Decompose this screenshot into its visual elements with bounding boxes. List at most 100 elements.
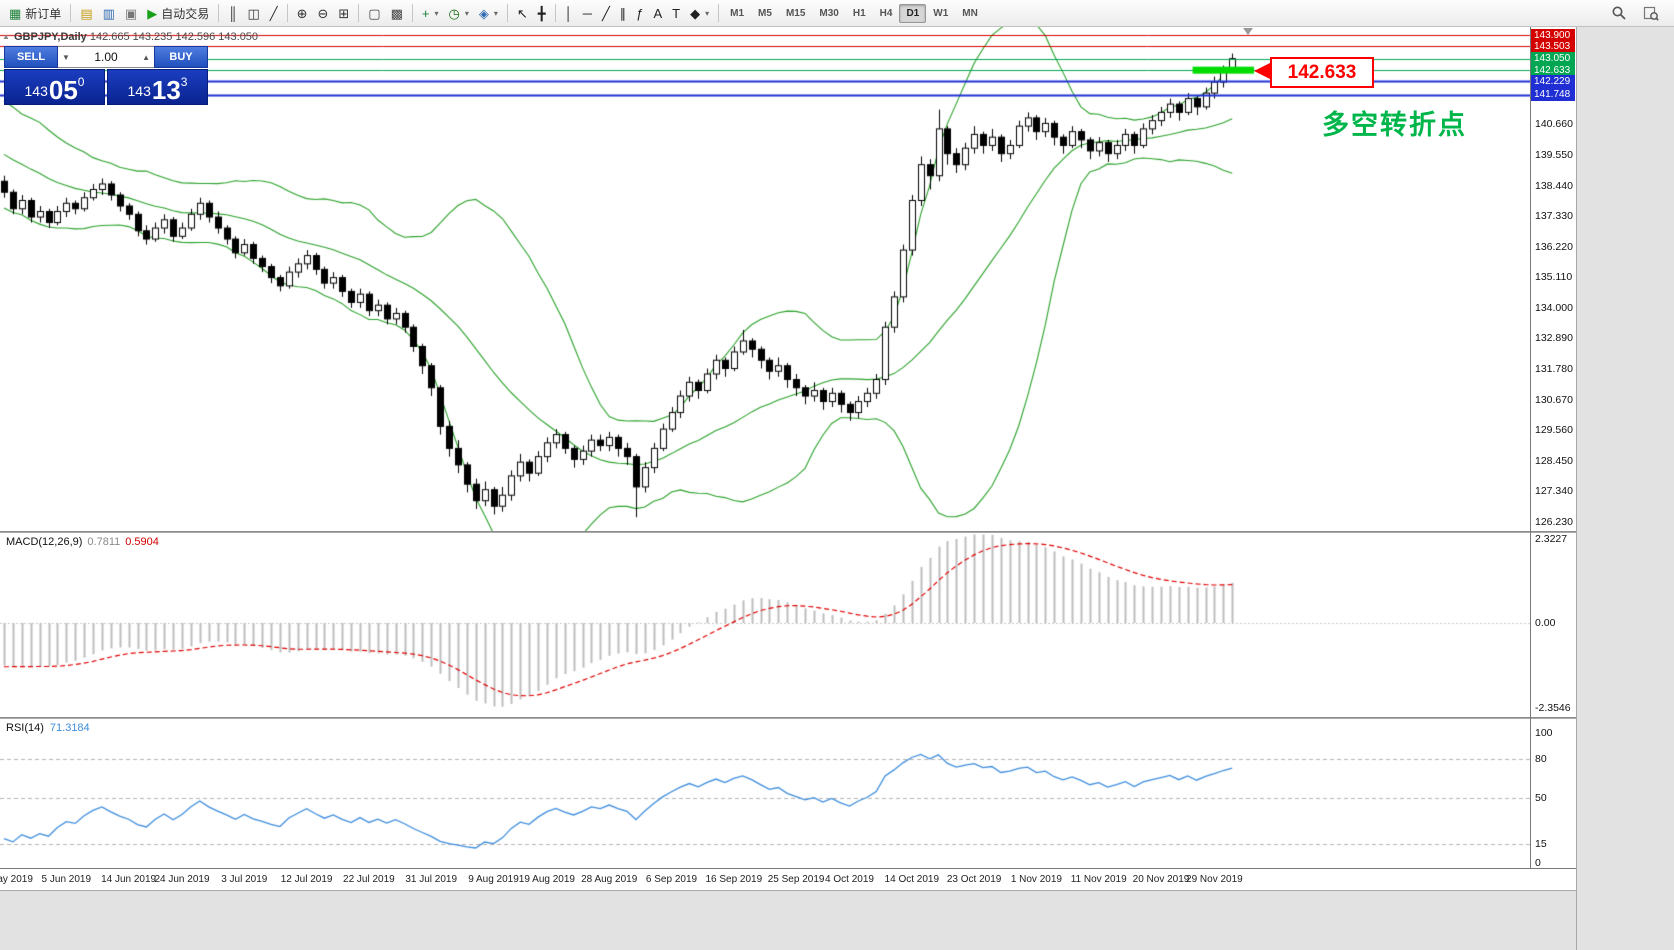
grid-icon-glyph: ⊞	[338, 5, 350, 21]
buy-price-display[interactable]: 143 13 3	[107, 69, 208, 105]
collapse-chart-icon[interactable]: ▲	[2, 32, 10, 41]
chart-shift-marker[interactable]	[1243, 28, 1253, 35]
rsi-label: RSI(14) 71.3184	[6, 722, 90, 734]
new-order-button[interactable]: ▦ 新订单	[4, 1, 66, 25]
ohlc-bars-chart-icon[interactable]: ║	[223, 1, 242, 25]
price-scale-border	[1530, 27, 1531, 868]
zoom-in-icon[interactable]: ⊕	[292, 1, 313, 25]
date-axis-label: 12 Jul 2019	[280, 874, 333, 885]
timeframe-button-d1[interactable]: D1	[899, 3, 927, 23]
trendline-icon-glyph: ╱	[601, 5, 610, 21]
rsi-scale-tick: 50	[1535, 792, 1547, 804]
rsi-value: 71.3184	[49, 722, 90, 734]
toolbar-separator	[554, 4, 556, 22]
text-icon[interactable]: A	[649, 1, 668, 25]
line-chart-icon[interactable]: ╱	[265, 1, 283, 25]
label-icon[interactable]: T	[667, 1, 685, 25]
chart-symbol-label: GBPJPY,Daily	[14, 31, 87, 43]
volume-decrease-icon[interactable]: ▼	[62, 52, 70, 62]
templates-button[interactable]: ◈ ▾	[474, 1, 503, 25]
macd-scale-tick: 2.3227	[1535, 533, 1568, 545]
cascade-windows-icon[interactable]: ▩	[386, 1, 408, 25]
toolbar-separator	[506, 4, 508, 22]
fibonacci-icon[interactable]: ƒ	[631, 1, 648, 25]
date-axis-label: 14 Jun 2019	[101, 874, 157, 885]
indicators-glyph: +	[421, 5, 430, 21]
macd-main-value: 0.7811	[87, 536, 121, 548]
timeframe-button-m30[interactable]: M30	[819, 7, 839, 19]
buy-button[interactable]: BUY	[154, 46, 208, 68]
main-price-chart[interactable]	[0, 27, 1530, 531]
one-click-trading-panel: SELL ▼ 1.00 ▲ BUY 143 05 0 143 13 3	[4, 46, 208, 105]
workspace-empty-area	[1576, 27, 1674, 950]
price-scale-tick: 131.780	[1535, 363, 1573, 376]
trendline-icon[interactable]: ╱	[597, 1, 615, 25]
zoom-in-icon-glyph: ⊕	[296, 5, 308, 21]
symbol-search-icon[interactable]	[1638, 1, 1664, 25]
toolbar-separator	[718, 4, 720, 22]
price-line-label: 143.503	[1531, 39, 1575, 53]
date-axis-label: 5 Jun 2019	[41, 874, 92, 885]
shapes-icon[interactable]: ◆ ▾	[685, 1, 714, 25]
channel-icon[interactable]: ∥	[615, 1, 632, 25]
volume-value: 1.00	[94, 50, 118, 64]
price-line-label: 141.748	[1531, 88, 1575, 102]
rsi-scale-tick: 80	[1535, 753, 1547, 765]
timeframe-button-m1[interactable]: M1	[730, 7, 745, 19]
channel-icon-glyph: ∥	[619, 5, 627, 21]
volume-increase-icon[interactable]: ▲	[142, 52, 150, 62]
sell-price-display[interactable]: 143 05 0	[4, 69, 105, 105]
search-icon[interactable]	[1606, 1, 1632, 25]
horizontal-line-icon[interactable]: ─	[578, 1, 597, 25]
autotrading-button[interactable]: ▶ 自动交易	[142, 1, 214, 25]
price-scale-tick: 137.330	[1535, 210, 1573, 223]
macd-scale-tick: 0.00	[1535, 617, 1556, 629]
shapes-icon-glyph: ◆	[690, 5, 701, 21]
tile-windows-icon-glyph: ▢	[368, 5, 381, 21]
candlestick-chart-icon[interactable]: ◫	[242, 1, 264, 25]
ohlc-bars-chart-icon-glyph: ║	[228, 5, 238, 21]
date-axis-label: 28 Aug 2019	[581, 874, 638, 885]
timeframe-button-h4[interactable]: H4	[879, 7, 893, 19]
price-line-label: 142.229	[1531, 74, 1575, 88]
timeframe-button-w1[interactable]: W1	[933, 7, 949, 19]
charts-profile-icon[interactable]: ▤	[75, 1, 97, 25]
pane-separator-rsi[interactable]	[0, 717, 1576, 719]
macd-indicator-pane[interactable]	[0, 533, 1530, 717]
crosshair-icon[interactable]: ╋	[533, 1, 551, 25]
price-scale-tick: 132.890	[1535, 332, 1573, 345]
turning-point-note[interactable]: 多空转折点	[1322, 110, 1467, 140]
cursor-icon[interactable]: ↖	[512, 1, 533, 25]
price-scale-tick: 127.340	[1535, 485, 1573, 498]
date-axis-label: 19 Aug 2019	[518, 874, 575, 885]
price-scale-tick: 128.450	[1535, 454, 1573, 467]
date-axis-label: 31 Jul 2019	[405, 874, 458, 885]
date-axis-label: 27 May 2019	[0, 874, 33, 885]
price-line-label: 143.900	[1531, 28, 1575, 42]
zoom-out-icon[interactable]: ⊖	[312, 1, 333, 25]
periods-button[interactable]: ◷ ▾	[443, 1, 473, 25]
terminal-icon[interactable]: ▣	[120, 1, 142, 25]
price-callout-label[interactable]: 142.633	[1270, 57, 1374, 88]
indicators-button[interactable]: + ▾	[417, 1, 444, 25]
grid-icon[interactable]: ⊞	[333, 1, 354, 25]
timeframe-button-m5[interactable]: M5	[758, 7, 772, 19]
market-watch-icon[interactable]: ▥	[98, 1, 120, 25]
tile-windows-icon[interactable]: ▢	[363, 1, 385, 25]
chart-ohlc-values: 142.665 143.235 142.596 143.050	[89, 31, 259, 43]
callout-arrow-icon	[1254, 63, 1270, 79]
date-axis-label: 9 Aug 2019	[468, 874, 519, 885]
rsi-indicator-pane[interactable]	[0, 719, 1530, 868]
dropdown-caret-icon: ▾	[464, 8, 469, 18]
sell-button[interactable]: SELL	[4, 46, 58, 68]
pane-separator-macd[interactable]	[0, 531, 1576, 533]
timeframe-button-m15[interactable]: M15	[785, 7, 806, 19]
volume-input[interactable]: ▼ 1.00 ▲	[58, 46, 154, 68]
vertical-line-icon[interactable]: │	[560, 1, 578, 25]
date-axis-label: 22 Jul 2019	[343, 874, 395, 885]
timeframe-button-h1[interactable]: H1	[852, 7, 866, 19]
text-icon-glyph: A	[653, 5, 663, 21]
templates-glyph: ◈	[478, 5, 489, 21]
timeframe-button-mn[interactable]: MN	[962, 7, 978, 19]
